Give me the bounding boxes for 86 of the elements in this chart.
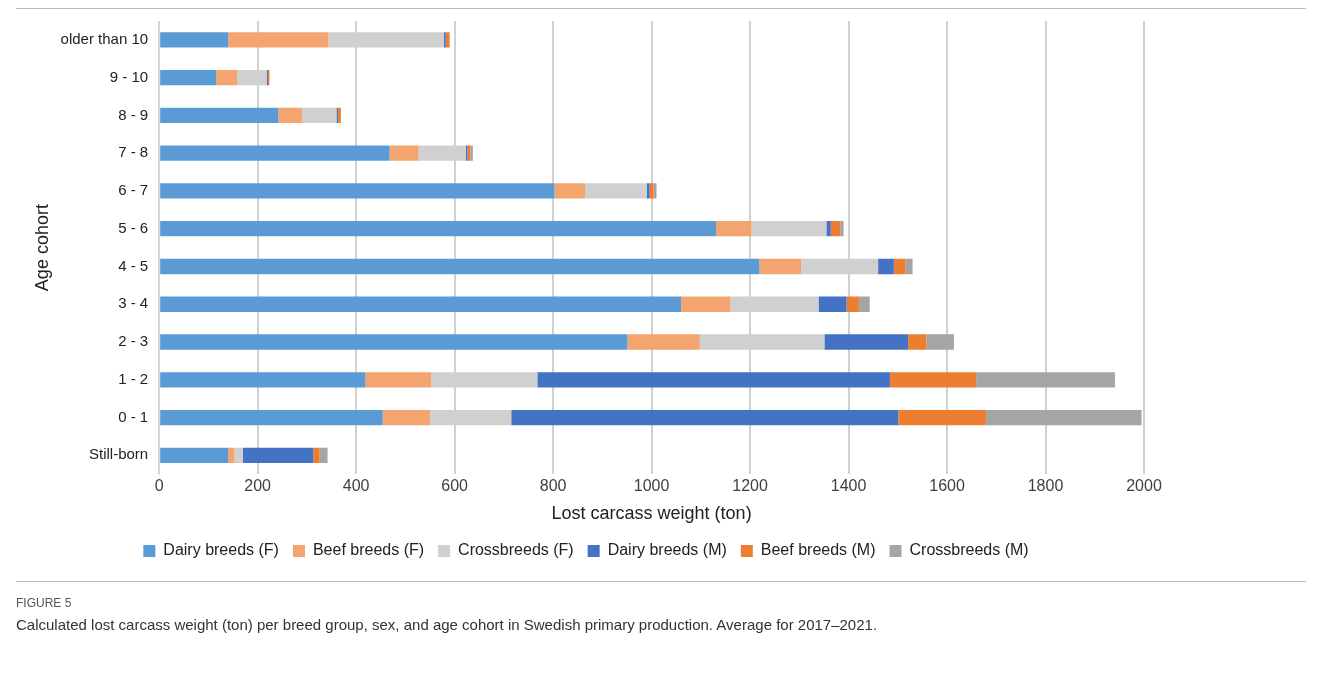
bar <box>646 183 650 199</box>
y-tick-label: 0 - 1 <box>118 407 149 425</box>
bar <box>160 372 366 388</box>
bar <box>830 221 841 237</box>
x-tick-label: 1400 <box>830 477 867 495</box>
legend-label: Beef breeds (M) <box>760 541 876 559</box>
text: Calculated lost carcass weight (ton) per breed group, sex, and age cohort in Swedish primary production. Average for 2017–2021. <box>16 616 879 633</box>
bar <box>554 183 586 199</box>
y-tick-label: 1 - 2 <box>118 369 149 387</box>
bar <box>313 447 320 463</box>
bar <box>301 107 337 124</box>
bar <box>846 296 859 312</box>
y-tick-label: 7 - 8 <box>118 143 149 161</box>
x-tick-label: 2000 <box>1126 477 1162 495</box>
bar <box>878 258 894 275</box>
bar <box>905 258 913 275</box>
x-tick-label: 1600 <box>929 477 965 495</box>
y-tick-label: Still-born <box>88 445 149 463</box>
x-tick-label: 600 <box>441 477 469 495</box>
y-tick-label: 8 - 9 <box>118 105 149 123</box>
x-tick-label: 1800 <box>1027 477 1064 495</box>
y-tick-label: older than 10 <box>60 30 149 48</box>
bar <box>840 221 844 237</box>
bar <box>160 409 383 426</box>
bar <box>160 296 682 312</box>
bar <box>898 409 986 426</box>
y-tick-label: 9 - 10 <box>109 67 149 85</box>
bar <box>278 107 302 124</box>
bar <box>858 296 870 312</box>
x-tick-label: 400 <box>342 477 370 495</box>
y-tick-label: 2 - 3 <box>118 332 149 350</box>
bar <box>889 372 977 388</box>
x-axis-title: Lost carcass weight (ton) <box>551 503 752 524</box>
bar <box>445 32 450 48</box>
bar <box>228 32 329 48</box>
bar <box>382 409 430 426</box>
x-tick-label: 1200 <box>732 477 768 495</box>
x-tick-label: 800 <box>539 477 567 495</box>
y-axis-title: Age cohort <box>31 204 52 292</box>
bar <box>242 447 314 463</box>
bar <box>160 32 229 48</box>
x-tick-label: 1000 <box>633 477 670 495</box>
bar <box>976 372 1115 388</box>
bar <box>653 183 657 199</box>
bar <box>160 107 279 124</box>
y-tick-label: 4 - 5 <box>118 256 149 274</box>
bar <box>228 447 235 463</box>
bar <box>365 372 431 388</box>
legend-label: Beef breeds (F) <box>312 541 425 559</box>
bar <box>826 221 831 237</box>
bar <box>926 334 954 350</box>
bar <box>759 258 802 275</box>
y-tick-label: 3 - 4 <box>118 294 149 312</box>
bar <box>160 183 555 199</box>
bar <box>160 447 229 463</box>
bar <box>824 334 909 350</box>
bar <box>389 145 419 161</box>
y-tick-label: 6 - 7 <box>118 181 149 199</box>
bar <box>681 296 731 312</box>
legend-label: Dairy breeds (F) <box>163 541 279 559</box>
x-tick-label: 0 <box>154 477 164 495</box>
bar <box>649 183 654 199</box>
bar <box>908 334 927 350</box>
bar <box>985 409 1142 426</box>
bar <box>511 409 899 426</box>
caption: FIGURE 5 <box>16 596 73 610</box>
legend-label: Crossbreeds (M) <box>909 541 1029 559</box>
bar <box>893 258 906 275</box>
bar <box>319 447 328 463</box>
legend-label: Dairy breeds (M) <box>607 541 727 559</box>
bar <box>160 70 217 86</box>
bar <box>537 372 890 388</box>
bar <box>585 183 647 199</box>
y-tick-label: 5 - 6 <box>118 218 149 236</box>
x-tick-label: 200 <box>244 477 272 495</box>
bar <box>716 221 752 237</box>
bar <box>751 221 827 237</box>
bar <box>160 221 717 237</box>
bar <box>160 258 760 275</box>
bar <box>216 70 237 86</box>
bar <box>234 447 243 463</box>
bar <box>627 334 700 350</box>
bar <box>160 334 628 350</box>
bar <box>160 145 390 161</box>
legend-label: Crossbreeds (F) <box>458 541 574 559</box>
bar <box>818 296 847 312</box>
